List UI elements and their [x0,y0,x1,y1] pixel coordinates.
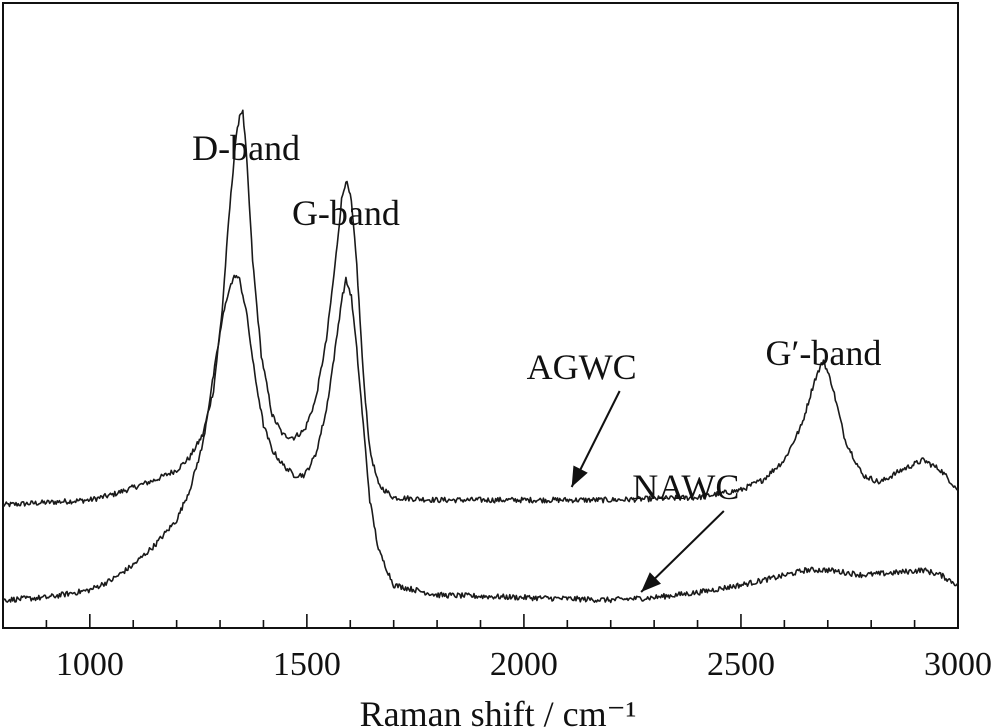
band-annotations: D-band G-band G′-band [192,128,881,373]
x-tick-label: 1500 [273,646,341,683]
band-label: G-band [292,193,400,233]
band-label: D-band [192,128,300,168]
plot-frame [2,2,959,629]
x-tick-label: 3000 [924,646,992,683]
series-line-nawc [2,274,959,604]
series-line-agwc [2,109,959,508]
series-annotations: AGWC NAWC [527,347,739,593]
x-axis-tick-labels: 1000 1500 2000 2500 3000 [56,646,992,683]
series-arrow-head [571,465,588,487]
x-tick-label: 1000 [56,646,124,683]
series-label: AGWC [527,347,637,387]
x-axis-title: Raman shift / cm⁻¹ [360,694,637,728]
series-lines [2,109,959,604]
x-axis-ticks [2,614,959,628]
x-tick-label: 2000 [490,646,558,683]
band-label: G′-band [766,333,882,373]
series-arrow-head [641,572,662,592]
x-tick-label: 2500 [707,646,775,683]
series-label: NAWC [632,467,739,507]
